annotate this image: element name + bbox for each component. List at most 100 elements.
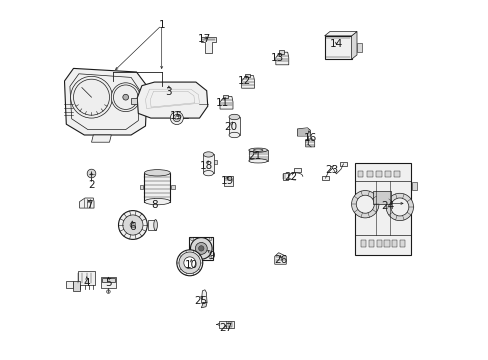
Ellipse shape: [203, 152, 213, 157]
Text: 22: 22: [284, 172, 297, 182]
Polygon shape: [201, 290, 206, 302]
Polygon shape: [64, 68, 147, 135]
Text: 23: 23: [325, 165, 338, 175]
Bar: [171, 185, 175, 189]
Text: 27: 27: [219, 323, 232, 333]
Bar: [340, 162, 346, 166]
Text: 1: 1: [158, 20, 164, 30]
Circle shape: [356, 195, 373, 213]
Bar: [357, 171, 363, 177]
Text: 3: 3: [165, 87, 172, 97]
Polygon shape: [274, 253, 285, 264]
Polygon shape: [227, 322, 231, 327]
Circle shape: [70, 76, 112, 118]
Circle shape: [190, 238, 193, 240]
Ellipse shape: [144, 198, 170, 205]
Circle shape: [177, 250, 203, 276]
Bar: [73, 281, 80, 291]
Circle shape: [87, 169, 96, 178]
Bar: [140, 185, 143, 189]
Circle shape: [130, 222, 136, 228]
Polygon shape: [201, 37, 215, 53]
Bar: [376, 240, 381, 247]
Bar: [66, 281, 73, 288]
Polygon shape: [351, 31, 356, 59]
Bar: [248, 150, 267, 161]
Circle shape: [198, 246, 203, 251]
Ellipse shape: [228, 132, 239, 138]
Text: 11: 11: [216, 98, 229, 108]
Bar: [294, 168, 300, 172]
Circle shape: [118, 211, 147, 239]
Bar: [78, 271, 95, 285]
Text: 18: 18: [200, 161, 213, 171]
Bar: [384, 240, 389, 247]
Circle shape: [170, 112, 183, 125]
Circle shape: [351, 190, 378, 218]
Circle shape: [386, 193, 413, 221]
Circle shape: [173, 114, 180, 122]
Text: 2: 2: [88, 180, 95, 190]
Circle shape: [190, 238, 212, 259]
Polygon shape: [324, 31, 356, 36]
Bar: [322, 176, 328, 180]
Ellipse shape: [203, 171, 213, 176]
Polygon shape: [224, 176, 232, 186]
Text: 6: 6: [129, 222, 135, 232]
Ellipse shape: [228, 114, 239, 120]
Text: 13: 13: [270, 53, 284, 63]
Circle shape: [122, 215, 142, 235]
Circle shape: [183, 257, 195, 269]
Circle shape: [175, 116, 178, 120]
Polygon shape: [324, 36, 351, 59]
Polygon shape: [131, 98, 137, 104]
Bar: [368, 240, 373, 247]
Text: 7: 7: [85, 200, 92, 210]
Bar: [101, 277, 116, 288]
Polygon shape: [354, 163, 410, 255]
Bar: [189, 237, 213, 260]
Bar: [223, 95, 228, 98]
Circle shape: [208, 256, 211, 259]
Bar: [399, 240, 405, 247]
Circle shape: [106, 290, 110, 293]
Bar: [375, 171, 381, 177]
Text: 12: 12: [237, 76, 251, 86]
Bar: [228, 117, 239, 135]
Polygon shape: [297, 128, 310, 136]
Bar: [411, 182, 416, 190]
Text: 9: 9: [207, 251, 214, 261]
Bar: [356, 43, 362, 52]
Bar: [366, 171, 372, 177]
Circle shape: [190, 256, 193, 259]
Text: 24: 24: [380, 201, 394, 211]
Polygon shape: [91, 135, 111, 142]
Text: 5: 5: [105, 278, 111, 288]
Text: 26: 26: [273, 255, 286, 265]
Bar: [391, 240, 397, 247]
Bar: [360, 240, 366, 247]
Text: 4: 4: [83, 278, 90, 288]
Circle shape: [122, 94, 128, 100]
Circle shape: [390, 198, 408, 216]
Bar: [147, 220, 155, 230]
Circle shape: [179, 252, 200, 274]
Ellipse shape: [153, 220, 157, 230]
Ellipse shape: [248, 148, 267, 152]
Text: 14: 14: [329, 39, 342, 49]
Text: 17: 17: [197, 34, 210, 44]
Bar: [385, 171, 390, 177]
Ellipse shape: [248, 159, 267, 163]
Text: 19: 19: [220, 176, 233, 186]
Bar: [372, 192, 390, 204]
Text: 20: 20: [224, 122, 237, 132]
Polygon shape: [275, 52, 288, 65]
Text: 25: 25: [194, 296, 207, 306]
Bar: [213, 160, 217, 164]
Text: 15: 15: [169, 111, 183, 121]
Ellipse shape: [253, 149, 263, 151]
Bar: [279, 50, 284, 54]
Polygon shape: [219, 321, 233, 328]
Polygon shape: [80, 198, 94, 208]
Circle shape: [208, 238, 211, 240]
